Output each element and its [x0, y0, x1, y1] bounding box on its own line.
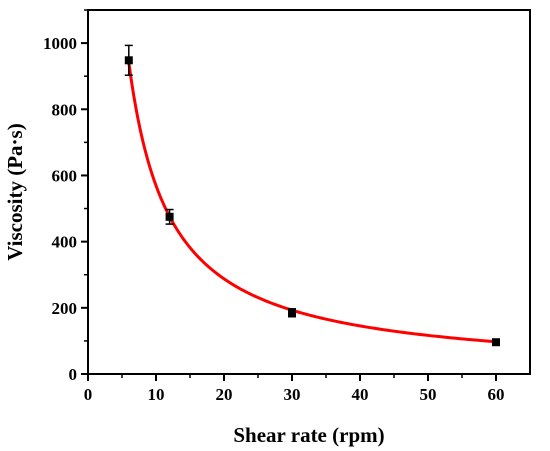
data-point — [124, 56, 133, 65]
y-tick-label: 200 — [52, 299, 78, 318]
x-tick-label: 30 — [284, 385, 301, 404]
axes-layer — [81, 9, 531, 381]
x-tick-label: 40 — [352, 385, 369, 404]
y-tick-label: 400 — [52, 233, 78, 252]
data-point — [165, 212, 174, 221]
plot-layer — [124, 44, 500, 347]
y-tick-label: 0 — [69, 365, 78, 384]
data-point — [492, 338, 500, 347]
x-tick-label: 50 — [420, 385, 437, 404]
x-axis-title: Shear rate (rpm) — [233, 423, 384, 447]
x-tick-label: 10 — [148, 385, 165, 404]
plot-frame — [87, 9, 531, 375]
y-tick-label: 1000 — [43, 34, 77, 53]
data-point — [288, 308, 296, 317]
x-tick-label: 0 — [84, 385, 93, 404]
y-axis-title: Viscosity (Pa·s) — [3, 123, 27, 260]
y-tick-label: 800 — [52, 100, 78, 119]
x-tick-label: 60 — [488, 385, 505, 404]
x-tick-label: 20 — [216, 385, 233, 404]
y-tick-label: 600 — [52, 166, 78, 185]
fit-curve — [127, 62, 497, 344]
